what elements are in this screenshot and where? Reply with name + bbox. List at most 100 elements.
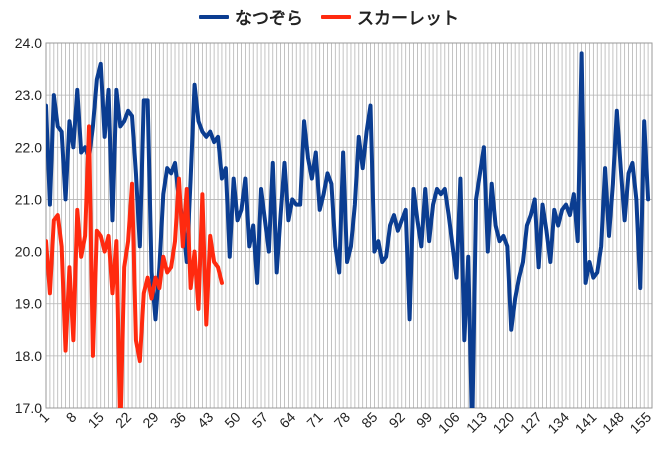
data-point-series-0	[135, 172, 137, 174]
data-point-series-0	[628, 172, 630, 174]
data-point-series-1	[205, 324, 207, 326]
data-point-series-0	[319, 209, 321, 211]
data-point-series-1	[209, 235, 211, 237]
data-point-series-0	[573, 193, 575, 195]
x-tick-label: 22	[112, 409, 134, 431]
legend-label-series-0: なつぞら	[235, 9, 303, 28]
y-tick-label: 18.0	[15, 348, 42, 364]
data-point-series-0	[491, 183, 493, 185]
data-point-series-0	[213, 141, 215, 143]
data-point-series-0	[46, 105, 47, 107]
data-point-series-0	[154, 318, 156, 320]
data-point-series-0	[459, 178, 461, 180]
axes	[45, 42, 653, 409]
data-point-series-0	[534, 198, 536, 200]
data-point-series-0	[323, 193, 325, 195]
data-point-series-0	[592, 277, 594, 279]
data-point-series-0	[303, 120, 305, 122]
data-point-series-1	[201, 193, 203, 195]
data-point-series-0	[131, 115, 133, 117]
data-point-series-0	[354, 204, 356, 206]
data-point-series-0	[123, 120, 125, 122]
data-point-series-0	[53, 94, 55, 96]
data-point-series-1	[166, 271, 168, 273]
data-point-series-1	[178, 178, 180, 180]
data-point-series-0	[463, 339, 465, 341]
data-point-series-1	[49, 292, 51, 294]
y-tick-labels: 17.0 18.0 19.0 20.0 21.0 22.0 23.0 24.0	[15, 35, 42, 416]
x-tick-label: 92	[386, 409, 408, 431]
data-point-series-0	[420, 245, 422, 247]
data-point-series-0	[514, 298, 516, 299]
data-point-series-0	[92, 125, 94, 127]
data-point-series-0	[307, 157, 309, 159]
data-point-series-1	[143, 292, 145, 294]
data-point-series-1	[115, 240, 117, 242]
data-point-series-0	[424, 188, 426, 190]
data-point-series-0	[205, 136, 207, 138]
y-tick-label: 17.0	[15, 400, 42, 416]
data-point-series-0	[291, 198, 293, 200]
data-point-series-0	[393, 214, 395, 216]
x-tick-label: 29	[139, 409, 161, 431]
data-point-series-0	[229, 256, 231, 258]
data-point-series-0	[143, 99, 145, 101]
data-point-series-0	[444, 188, 446, 190]
y-tick-label: 20.0	[15, 244, 42, 260]
data-point-series-0	[585, 282, 587, 284]
x-tick-label: 15	[85, 409, 107, 431]
data-point-series-0	[604, 167, 606, 169]
data-point-series-0	[440, 193, 442, 195]
data-point-series-0	[499, 240, 501, 242]
legend-item-series-1: スカーレット	[321, 4, 459, 29]
data-point-series-0	[405, 209, 407, 211]
data-point-series-0	[268, 251, 270, 253]
x-tick-label: 141	[572, 409, 600, 437]
data-point-series-0	[151, 271, 153, 273]
data-point-series-0	[475, 198, 477, 200]
data-point-series-1	[100, 235, 102, 237]
data-point-series-0	[366, 131, 368, 133]
data-point-series-0	[57, 125, 59, 127]
x-tick-label: 134	[544, 409, 572, 437]
data-point-series-0	[577, 240, 579, 242]
x-tick-label: 8	[63, 409, 80, 426]
legend-swatch-series-0	[199, 14, 229, 19]
chart-legend: なつぞら スカーレット	[0, 4, 658, 29]
y-tick-label: 21.0	[15, 191, 42, 207]
data-point-series-0	[276, 271, 278, 273]
data-point-series-0	[530, 214, 532, 216]
data-point-series-1	[154, 277, 156, 279]
x-tick-label: 43	[194, 409, 216, 431]
data-point-series-0	[217, 136, 219, 138]
data-point-series-0	[80, 152, 82, 153]
data-point-series-0	[565, 204, 567, 206]
data-point-series-0	[416, 219, 418, 221]
y-tick-label: 22.0	[15, 139, 42, 155]
data-point-series-0	[542, 204, 544, 206]
data-point-series-1	[80, 256, 82, 258]
data-point-series-0	[330, 183, 332, 185]
data-point-series-0	[166, 167, 168, 169]
data-point-series-0	[479, 172, 481, 174]
data-point-series-0	[616, 110, 618, 112]
x-tick-label: 120	[490, 409, 518, 437]
plot-frame	[45, 42, 653, 409]
data-point-series-0	[280, 214, 282, 216]
data-point-series-0	[522, 261, 524, 263]
data-point-series-1	[84, 235, 86, 237]
series-line-1	[46, 124, 224, 408]
data-point-series-0	[311, 178, 313, 180]
data-point-series-0	[624, 219, 626, 221]
data-point-series-0	[162, 193, 164, 195]
data-point-series-0	[635, 198, 637, 200]
data-point-series-0	[315, 152, 317, 153]
data-point-series-1	[72, 339, 74, 341]
data-point-series-0	[538, 266, 540, 268]
data-point-series-0	[244, 178, 246, 180]
data-point-series-0	[358, 136, 360, 138]
data-point-series-1	[53, 219, 55, 221]
data-point-series-0	[561, 209, 563, 211]
data-point-series-0	[174, 162, 176, 164]
data-point-series-1	[213, 261, 215, 263]
